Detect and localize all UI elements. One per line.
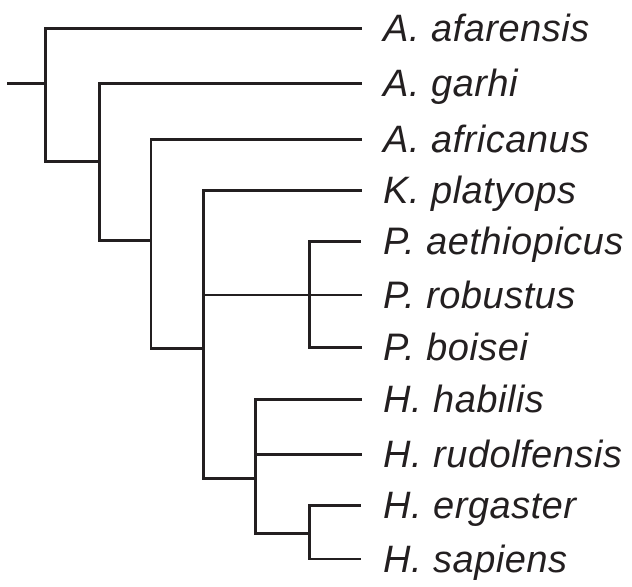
vertical-garhi-node xyxy=(97,82,101,241)
vertical-afarensis-node xyxy=(43,27,47,162)
branch-p-boisei xyxy=(308,345,362,349)
paranthropus-stem-and-branch-p-robustus xyxy=(202,294,362,296)
stem-garhi-clade xyxy=(44,159,100,163)
vertical-ergaster-sapiens xyxy=(307,504,311,560)
stem-africanus-clade xyxy=(98,238,152,242)
taxon-label-h-ergaster: H. ergaster xyxy=(383,485,577,528)
branch-p-aethiopicus xyxy=(308,239,361,243)
branch-h-sapiens xyxy=(308,558,361,560)
branch-a-garhi xyxy=(98,81,362,85)
branch-h-habilis xyxy=(254,397,362,401)
stem-homo-clade xyxy=(202,476,256,480)
taxon-label-k-platyops: K. platyops xyxy=(383,170,577,213)
taxon-label-p-aethiopicus: P. aethiopicus xyxy=(383,221,624,264)
root-edge xyxy=(7,81,46,85)
taxon-label-h-sapiens: H. sapiens xyxy=(383,539,568,582)
taxon-label-h-habilis: H. habilis xyxy=(383,379,545,422)
taxon-label-a-garhi: A. garhi xyxy=(383,63,518,106)
taxon-label-p-robustus: P. robustus xyxy=(383,275,576,318)
vertical-paranthropus-clade xyxy=(307,240,311,348)
vertical-homo-clade xyxy=(253,398,257,534)
branch-k-platyops xyxy=(202,188,362,192)
stem-ergaster-sapiens xyxy=(254,531,310,535)
branch-h-rudolfensis xyxy=(254,452,362,456)
branch-h-ergaster xyxy=(308,503,361,507)
branch-a-africanus xyxy=(150,137,362,141)
stem-platyops-clade xyxy=(150,346,204,350)
taxon-label-a-africanus: A. africanus xyxy=(383,119,590,162)
taxon-label-a-afarensis: A. afarensis xyxy=(383,8,590,51)
vertical-africanus-node xyxy=(150,138,152,349)
taxon-label-p-boisei: P. boisei xyxy=(383,327,529,370)
branch-a-afarensis xyxy=(44,26,362,30)
taxon-label-h-rudolfensis: H. rudolfensis xyxy=(383,434,623,477)
vertical-platyops-node xyxy=(201,189,205,479)
